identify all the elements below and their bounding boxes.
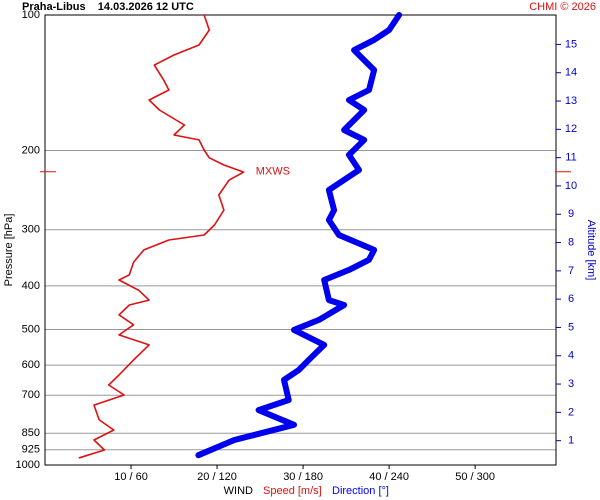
- y2-axis-label: Altitude [km]: [585, 220, 597, 281]
- y-tick-label: 300: [22, 224, 40, 236]
- x-tick-label: 50 / 300: [455, 471, 495, 483]
- y2-tick-label: 2: [568, 406, 574, 418]
- legend-label: Speed [m/s]: [263, 485, 322, 497]
- y-tick-label: 850: [22, 427, 40, 439]
- y2-tick-label: 5: [568, 321, 574, 333]
- y-tick-label: 600: [22, 359, 40, 371]
- plot-frame: [44, 14, 557, 466]
- y2-tick-label: 11: [565, 152, 576, 164]
- y2-tick-label: 12: [565, 123, 577, 135]
- x-axis-label: WIND: [224, 485, 253, 497]
- x-tick-label: 30 / 180: [283, 471, 323, 483]
- y2-tick-label: 14: [565, 67, 577, 79]
- y-tick-label: 925: [22, 444, 40, 456]
- y2-tick-label: 4: [568, 350, 574, 362]
- profile-line: [78, 14, 245, 459]
- y-tick-label: 100: [22, 9, 40, 21]
- y-tick-label: 700: [22, 389, 40, 401]
- y-tick-label: 200: [22, 144, 40, 156]
- legend-label: Direction [°]: [332, 485, 389, 497]
- y2-tick-label: 7: [568, 265, 574, 277]
- y2-tick-label: 1: [568, 435, 574, 447]
- chart-title: Praha-Libus 14.03.2026 12 UTC: [22, 1, 194, 13]
- y2-tick-label: 15: [565, 38, 577, 50]
- y-axis-label: Pressure [hPa]: [3, 214, 15, 287]
- y2-tick-label: 13: [565, 95, 577, 107]
- y2-tick-label: 3: [568, 378, 574, 390]
- x-tick-label: 20 / 120: [197, 471, 237, 483]
- y-tick-label: 1000: [16, 459, 40, 471]
- y2-tick-label: 8: [568, 236, 574, 248]
- x-tick-label: 10 / 60: [114, 471, 148, 483]
- y-tick-label: 500: [22, 323, 40, 335]
- mxws-label: MXWS: [256, 166, 290, 178]
- x-tick-label: 40 / 240: [369, 471, 409, 483]
- y2-tick-label: 10: [565, 180, 577, 192]
- y2-tick-label: 6: [568, 293, 574, 305]
- y2-tick-label: 9: [568, 208, 574, 220]
- y-tick-label: 400: [22, 280, 40, 292]
- profile-line: [195, 12, 403, 459]
- credit: CHMI © 2026: [529, 1, 596, 13]
